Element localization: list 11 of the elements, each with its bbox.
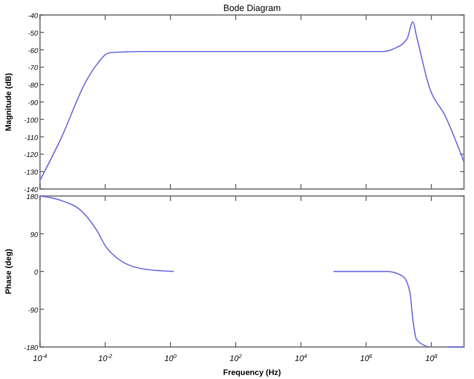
x-tick-label: 10$^{2}$ bbox=[230, 354, 243, 363]
y-axis-title: Magnitude (dB) bbox=[4, 72, 13, 132]
x-tick-label: 10$^{4}$ bbox=[294, 354, 307, 363]
x-tick-label: 10$^{8}$ bbox=[425, 354, 438, 363]
x-tick-label: 10$^{-4}$ bbox=[33, 354, 47, 363]
x-tick-label: 10$^{-2}$ bbox=[98, 354, 114, 363]
x-axis-title: Frequency (Hz) bbox=[223, 368, 282, 377]
x-tick-label: 10$^{6}$ bbox=[360, 354, 374, 363]
y-axis-title: Phase (deg) bbox=[4, 248, 13, 294]
x-tick-label: 10$^{0}$ bbox=[164, 354, 178, 363]
chart-title: Bode Diagram bbox=[223, 3, 281, 13]
